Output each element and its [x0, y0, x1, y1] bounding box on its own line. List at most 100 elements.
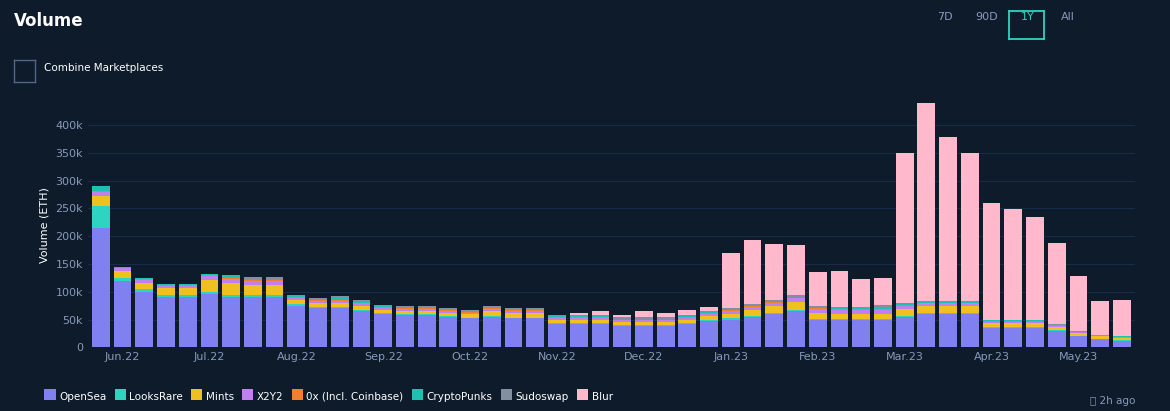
Bar [656, 317, 675, 319]
Bar [179, 286, 197, 289]
Bar [1026, 327, 1044, 328]
Text: 90D: 90D [975, 12, 998, 22]
Bar [440, 309, 457, 310]
Bar [917, 306, 935, 313]
Bar [395, 309, 414, 311]
Bar [852, 314, 870, 319]
Bar [245, 280, 262, 281]
Bar [852, 310, 870, 314]
Text: Volume: Volume [14, 12, 84, 30]
Bar [113, 267, 131, 268]
Bar [765, 300, 783, 301]
Bar [1026, 323, 1044, 327]
Bar [266, 295, 283, 297]
Bar [613, 326, 631, 347]
Bar [309, 303, 326, 307]
Bar [331, 303, 349, 307]
Bar [679, 310, 696, 314]
Bar [896, 305, 914, 306]
Bar [765, 302, 783, 303]
Bar [1048, 327, 1066, 330]
Bar [917, 302, 935, 303]
Bar [1026, 328, 1044, 347]
Bar [700, 321, 718, 347]
Bar [635, 320, 653, 322]
Bar [113, 268, 131, 271]
Bar [113, 281, 131, 347]
Bar [157, 297, 174, 347]
Bar [92, 228, 110, 347]
Bar [722, 309, 739, 310]
Bar [548, 324, 566, 347]
Text: All: All [1061, 12, 1075, 22]
Bar [635, 322, 653, 326]
Bar [613, 315, 631, 317]
Bar [222, 279, 240, 283]
Bar [374, 307, 392, 308]
Bar [352, 303, 371, 306]
Bar [983, 327, 1000, 328]
Bar [266, 277, 283, 279]
Bar [395, 307, 414, 308]
Bar [765, 306, 783, 313]
Bar [418, 308, 435, 309]
Bar [526, 308, 544, 309]
Bar [917, 314, 935, 347]
Bar [679, 320, 696, 323]
Bar [635, 319, 653, 320]
Bar [352, 300, 371, 302]
Bar [656, 322, 675, 326]
Bar [961, 306, 978, 313]
Bar [179, 295, 197, 297]
Bar [157, 284, 174, 285]
Bar [700, 320, 718, 321]
Bar [245, 295, 262, 297]
Bar [440, 317, 457, 347]
Bar [288, 295, 305, 296]
Bar [157, 285, 174, 286]
Bar [570, 317, 587, 318]
Bar [700, 316, 718, 320]
Bar [808, 307, 827, 308]
Bar [896, 317, 914, 347]
Bar [526, 318, 544, 319]
Bar [874, 309, 892, 310]
Bar [200, 292, 219, 295]
Bar [570, 313, 587, 315]
Bar [808, 309, 827, 313]
Bar [1113, 341, 1130, 347]
Bar [440, 311, 457, 312]
Bar [266, 280, 283, 281]
Bar [461, 319, 479, 347]
Bar [331, 296, 349, 298]
Bar [570, 324, 587, 347]
Bar [613, 319, 631, 320]
Bar [592, 320, 610, 323]
Bar [374, 305, 392, 307]
Bar [418, 306, 435, 307]
Bar [245, 277, 262, 279]
Bar [1004, 209, 1023, 320]
Bar [896, 309, 914, 316]
Bar [222, 295, 240, 297]
Bar [787, 298, 805, 302]
Bar [266, 281, 283, 285]
Bar [831, 314, 848, 319]
Bar [983, 321, 1000, 322]
Bar [1048, 330, 1066, 347]
Bar [418, 311, 435, 314]
Bar [548, 315, 566, 316]
Bar [309, 300, 326, 303]
Bar [483, 306, 501, 307]
Bar [592, 316, 610, 317]
Bar [808, 308, 827, 309]
Bar [309, 298, 326, 299]
Bar [395, 315, 414, 347]
Bar [808, 306, 827, 307]
Bar [1069, 333, 1087, 336]
Bar [245, 281, 262, 285]
Bar [722, 310, 739, 311]
Bar [374, 313, 392, 314]
Bar [722, 252, 739, 308]
Bar [744, 310, 762, 316]
